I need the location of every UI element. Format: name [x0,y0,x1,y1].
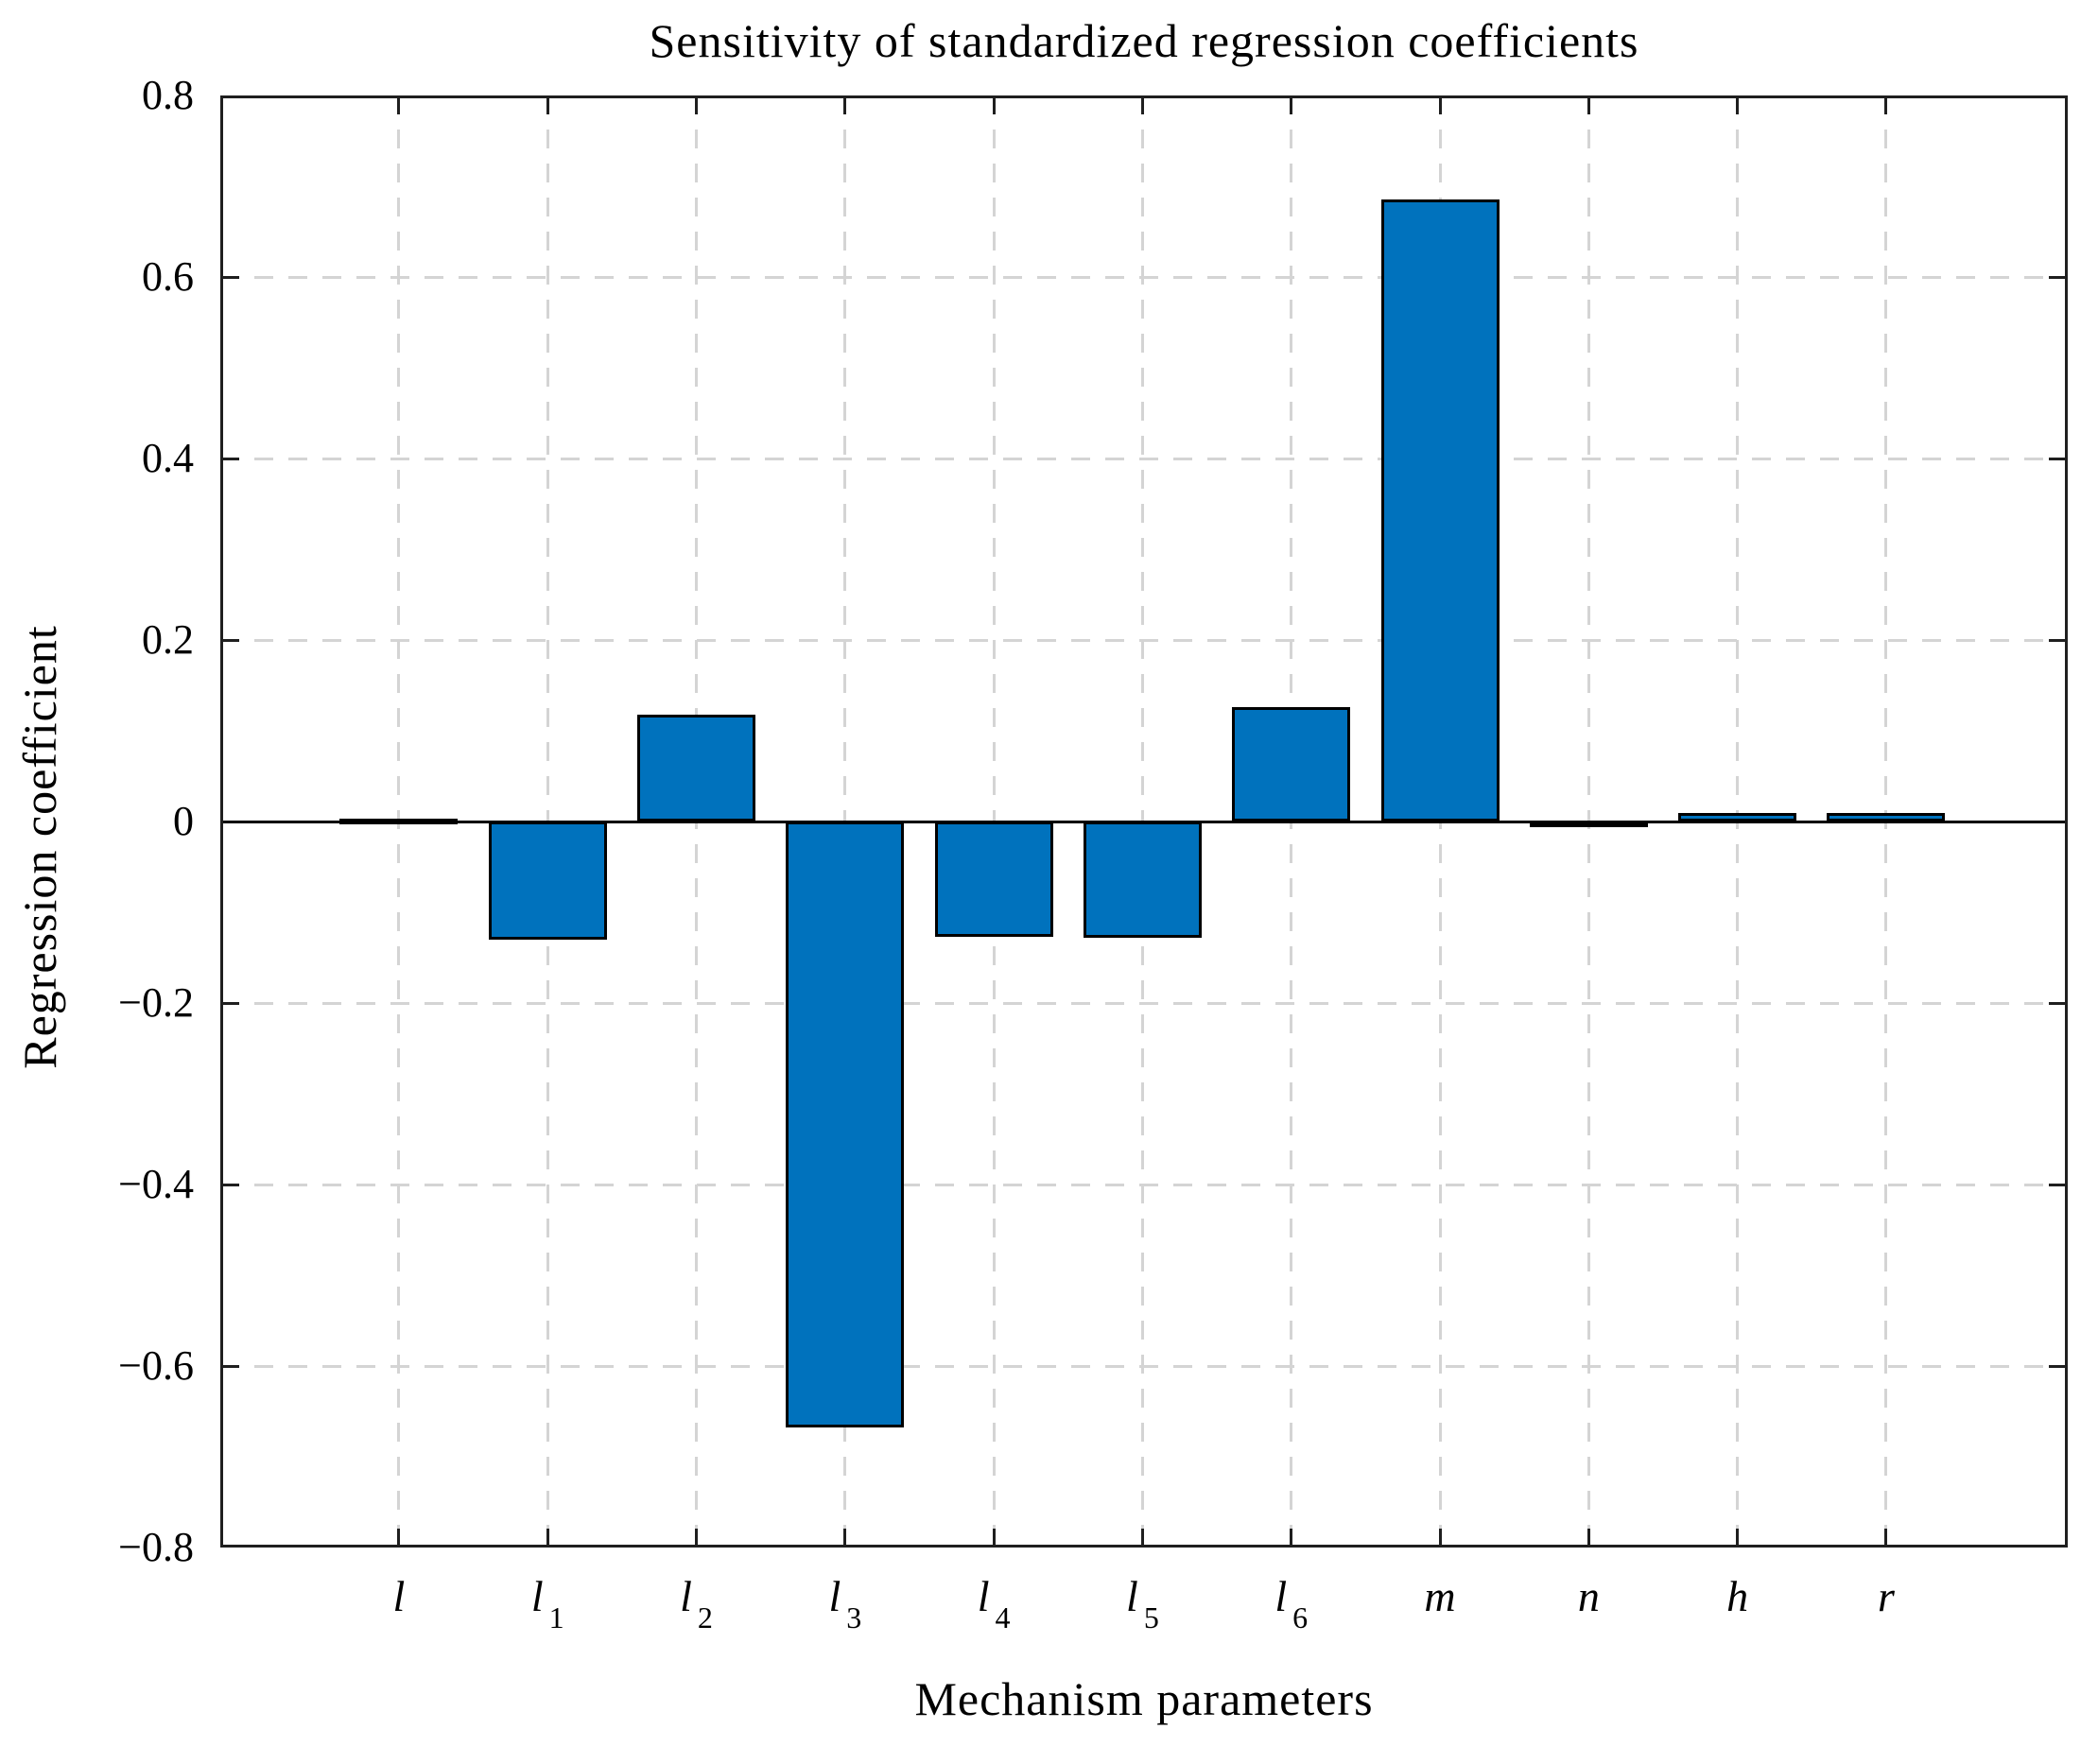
y-tick-left [220,1001,239,1005]
x-tick-bottom [1140,1529,1144,1548]
x-tick-top [1587,95,1590,114]
category-subscript: 4 [995,1600,1011,1634]
y-tick-label: −0.4 [118,1161,194,1207]
x-tick-bottom [546,1529,549,1548]
x-tick-top [1438,95,1442,114]
bar-m [1380,199,1500,821]
category-subscript: 6 [1292,1600,1309,1634]
y-tick-label: −0.6 [118,1342,194,1389]
zero-baseline [220,820,2068,823]
x-tick-bottom [1587,1529,1590,1548]
bar-l_2 [637,714,756,821]
gridline-horizontal [220,1001,2068,1005]
y-tick-left [220,1183,239,1186]
y-tick-label: −0.8 [118,1524,194,1570]
gridline-horizontal [220,457,2068,460]
y-tick-left [220,457,239,460]
gridline-horizontal [220,275,2068,279]
x-tick-top [1736,95,1740,114]
x-tick-top [695,95,699,114]
plot-area [220,95,2068,1548]
x-tick-bottom [1884,1529,1888,1548]
y-tick-label: 0.4 [142,435,194,481]
category-letter: l [1274,1572,1288,1620]
x-tick-bottom [397,1529,401,1548]
category-letter: n [1577,1572,1600,1620]
bar-l_6 [1232,707,1351,821]
x-tick-top [843,95,847,114]
bar-n [1529,821,1648,827]
category-letter: l [530,1572,544,1620]
y-tick-left [220,638,239,642]
category-letter: r [1877,1572,1895,1620]
y-tick-label: 0.8 [142,72,194,118]
x-tick-top [546,95,549,114]
y-tick-right [2049,275,2068,279]
y-tick-right [2049,1183,2068,1186]
x-tick-label-l: l [304,1571,494,1622]
gridline-horizontal [220,1183,2068,1186]
x-tick-label-n: n [1494,1571,1683,1622]
x-tick-bottom [1290,1529,1293,1548]
x-tick-label-r: r [1792,1571,1981,1622]
category-letter: l [392,1572,406,1620]
y-tick-right [2049,457,2068,460]
bar-l_3 [786,821,905,1428]
x-tick-bottom [1736,1529,1740,1548]
bar-l_4 [934,821,1053,937]
x-axis-label: Mechanism parameters [914,1672,1374,1725]
x-tick-bottom [1438,1529,1442,1548]
y-tick-label: −0.2 [118,979,194,1026]
y-tick-right [2049,638,2068,642]
x-tick-bottom [695,1529,699,1548]
gridline-horizontal [220,638,2068,642]
category-letter: m [1424,1572,1456,1620]
x-tick-top [1884,95,1888,114]
gridline-horizontal [220,1364,2068,1368]
category-letter: l [680,1572,692,1620]
x-tick-label-h: h [1643,1571,1832,1622]
y-tick-label: 0.2 [142,616,194,663]
y-tick-left [220,275,239,279]
category-letter: l [1126,1572,1138,1620]
category-subscript: 5 [1143,1600,1159,1634]
y-tick-label: 0 [173,798,194,844]
bar-l_1 [488,821,607,940]
x-tick-top [1140,95,1144,114]
y-tick-right [2049,1001,2068,1005]
x-tick-top [1290,95,1293,114]
y-tick-label: 0.6 [142,253,194,300]
bar-l_5 [1083,821,1202,938]
chart-title: Sensitivity of standardized regression c… [649,14,1639,67]
y-tick-left [220,1364,239,1368]
category-subscript: 3 [846,1600,862,1634]
x-tick-top [397,95,401,114]
category-letter: h [1726,1572,1749,1620]
category-subscript: 2 [697,1600,713,1634]
y-tick-right [2049,1364,2068,1368]
category-letter: l [977,1572,990,1620]
x-tick-top [992,95,996,114]
x-tick-label-m: m [1345,1571,1534,1622]
x-tick-bottom [992,1529,996,1548]
category-letter: l [828,1572,841,1620]
x-tick-bottom [843,1529,847,1548]
category-subscript: 1 [548,1600,564,1634]
